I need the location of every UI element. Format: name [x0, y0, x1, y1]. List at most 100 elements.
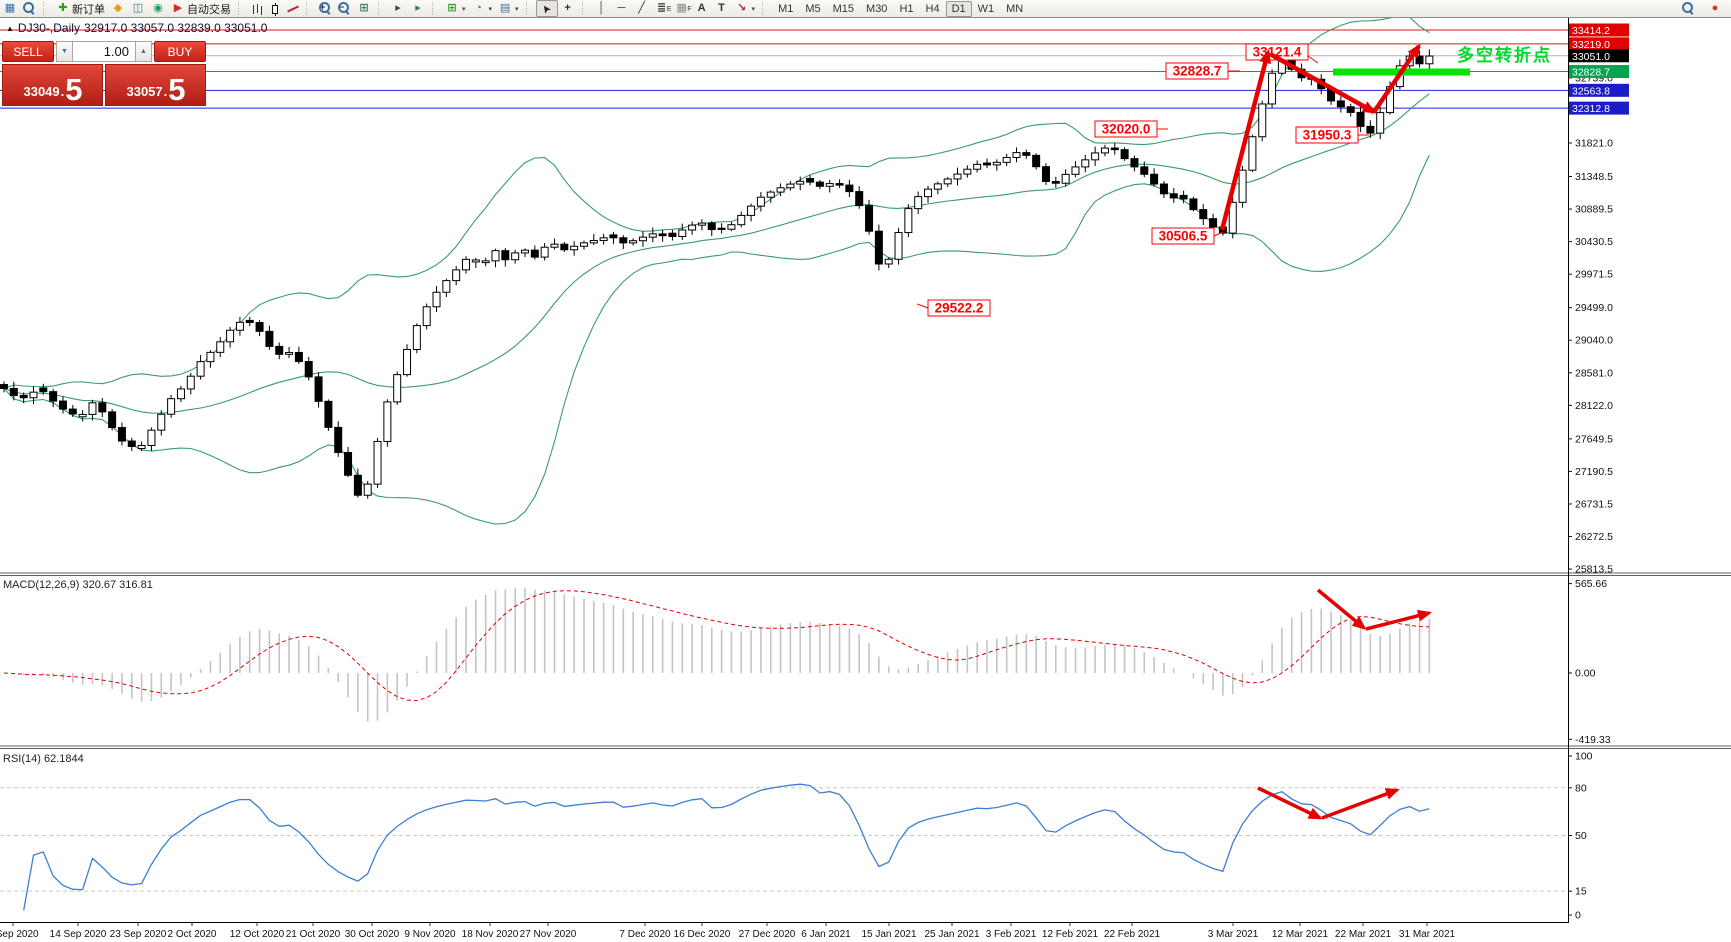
timeframe-h4-button[interactable]: H4 — [925, 2, 940, 15]
volume-input[interactable] — [73, 41, 135, 62]
level-lines[interactable] — [0, 29, 1568, 109]
sell-button[interactable]: SELL — [2, 41, 54, 62]
print-preview-icon — [23, 2, 36, 15]
timeframe-m15-button[interactable]: M15 — [832, 2, 855, 15]
fibonacci-button[interactable]: ≣ E — [652, 1, 672, 16]
price-tick-label: 26272.5 — [1575, 531, 1613, 543]
arrows-button[interactable]: ↘ ▾ — [732, 1, 759, 16]
chart-styler-button[interactable]: ◆ — [108, 1, 128, 16]
rsi-tick-label: 0 — [1575, 910, 1581, 922]
candlestick-chart-button[interactable] — [266, 1, 284, 16]
rsi-name: RSI(14) — [3, 753, 41, 765]
main-toolbar: ▦ ✚ 新订单 ◆ ◫ ◉ ▶ 自动交易 + − ⊞ ▸ ▸ ⊞ ▾ ◔ ▾ ▤ ▾ ➤ + │ ─ ╱ ≣ E ▦ F A T ↘ ▾ M1 M… — [0, 0, 1731, 18]
chart-area: 32739.0 31821.0 31348.5 30889.5 30430.5 29971… — [0, 18, 1731, 942]
date-tick-label: 15 Jan 2021 — [861, 929, 916, 940]
notification-icon: ● — [1711, 2, 1719, 14]
zoom-in-icon: + — [319, 2, 332, 15]
auto-scroll-button[interactable]: ▸ — [408, 1, 428, 16]
print-preview-button[interactable] — [20, 1, 39, 16]
timeframe-mn-button[interactable]: MN — [1006, 2, 1024, 15]
price-tick-label: 30430.5 — [1575, 236, 1613, 248]
price-badge — [1569, 37, 1629, 51]
price-tick-label: 27649.5 — [1575, 433, 1613, 445]
grid-button[interactable]: ▦ F — [672, 1, 691, 16]
templates-button[interactable]: ▤ ▾ — [495, 1, 522, 16]
fibonacci-icon: ≣ E — [656, 2, 672, 14]
periods-button[interactable]: ◔ ▾ — [469, 1, 496, 16]
timeframe-m5-button[interactable]: M5 — [805, 2, 821, 15]
price-badge-label: 32312.8 — [1572, 103, 1610, 115]
price-badge — [1569, 23, 1629, 37]
horizontal-line-button[interactable]: ─ — [612, 1, 632, 16]
volume-decrease-button[interactable]: ▼ — [56, 41, 73, 62]
trend-arrow[interactable] — [1372, 43, 1421, 114]
chart-title: ▲ DJ30-,Daily 32917.0 33057.0 32839.0 33… — [6, 21, 267, 35]
rsi-tick-label: 80 — [1575, 782, 1587, 794]
date-tick-label: 30 Oct 2020 — [345, 929, 400, 940]
toolbar-separator — [306, 2, 314, 15]
date-tick-label: 18 Nov 2020 — [462, 929, 519, 940]
bollinger-bands[interactable] — [3, 18, 1430, 525]
rsi-trend-arrow[interactable] — [1321, 788, 1400, 820]
trendline-button[interactable]: ╱ — [632, 1, 652, 16]
chart-shift-button[interactable]: ▸ — [388, 1, 408, 16]
timeframe-d1-button[interactable]: D1 — [945, 0, 972, 17]
chevron-down-icon: ▾ — [751, 5, 756, 13]
line-chart-button[interactable] — [284, 1, 302, 16]
macd-trend-arrow[interactable] — [1365, 609, 1432, 631]
ohlc-values: 32917.0 33057.0 32839.0 33051.0 — [83, 21, 268, 35]
zoom-out-icon: − — [338, 2, 351, 15]
search-button[interactable] — [1679, 1, 1698, 16]
bar-chart-button[interactable] — [248, 1, 266, 16]
cursor-button[interactable]: ➤ — [535, 0, 558, 17]
notification-button[interactable]: ● — [1705, 1, 1725, 16]
vertical-line-icon: │ — [598, 2, 605, 14]
chart-canvas[interactable]: 32739.031821.031348.530889.530430.529971… — [0, 18, 1731, 942]
crosshair-button[interactable]: + — [558, 1, 578, 16]
trend-arrow[interactable] — [1219, 49, 1272, 231]
vertical-line-button[interactable]: │ — [592, 1, 612, 16]
volume-increase-button[interactable]: ▲ — [135, 41, 152, 62]
signals-icon: ◉ — [153, 2, 163, 14]
chevron-down-icon: ▾ — [515, 5, 519, 13]
collapse-icon[interactable]: ▲ — [6, 23, 14, 33]
sell-price-pips: 5 — [65, 72, 82, 107]
sell-price-button[interactable]: 33049 . 5 — [2, 64, 103, 106]
open-chart-button[interactable]: ◫ — [128, 1, 148, 16]
date-tick-label: 22 Feb 2021 — [1104, 929, 1161, 940]
new-order-label: 新订单 — [72, 3, 105, 16]
timeframe-h1-button[interactable]: H1 — [899, 2, 914, 15]
trend-arrow[interactable] — [1268, 52, 1377, 114]
macd-trend-arrow[interactable] — [1316, 588, 1367, 630]
date-tick-label: 22 Mar 2021 — [1335, 929, 1392, 940]
rsi-trend-arrow[interactable] — [1257, 786, 1323, 820]
new-order-button[interactable]: ✚ 新订单 — [53, 1, 108, 16]
candlestick-chart-icon — [269, 2, 281, 16]
date-tick-label: 12 Feb 2021 — [1042, 929, 1099, 940]
chevron-down-icon: ▾ — [462, 5, 466, 13]
timeframe-m1-button[interactable]: M1 — [778, 2, 794, 15]
chart-window-button[interactable]: ▦ — [0, 1, 20, 16]
buy-price-button[interactable]: 33057 . 5 — [105, 64, 206, 106]
periods-icon: ◔ — [475, 2, 482, 14]
buy-button[interactable]: BUY — [154, 41, 206, 62]
chart-window-icon: ▦ — [4, 2, 16, 14]
timeframe-m30-button[interactable]: M30 — [866, 2, 888, 15]
text-label-button[interactable]: T — [712, 1, 732, 16]
tile-windows-button[interactable]: ⊞ — [354, 1, 374, 16]
reversal-note-text[interactable]: 多空转折点 — [1457, 45, 1552, 65]
buy-price-dot: . — [163, 84, 168, 99]
price-axis[interactable]: 32739.031821.031348.530889.530430.529971… — [1568, 23, 1629, 922]
text-button[interactable]: A — [692, 1, 712, 16]
zoom-in-button[interactable]: + — [316, 1, 335, 16]
signals-button[interactable]: ◉ — [148, 1, 168, 16]
date-tick-label: 31 Mar 2021 — [1399, 929, 1456, 940]
auto-trading-button[interactable]: ▶ 自动交易 — [168, 1, 234, 16]
date-tick-label: 27 Nov 2020 — [520, 929, 577, 940]
price-tick-label: 25813.5 — [1575, 564, 1613, 576]
zoom-out-button[interactable]: − — [335, 1, 354, 16]
add-indicator-button[interactable]: ⊞ ▾ — [442, 1, 469, 16]
price-badge-label: 33414.2 — [1572, 25, 1610, 37]
timeframe-w1-button[interactable]: W1 — [977, 2, 995, 15]
